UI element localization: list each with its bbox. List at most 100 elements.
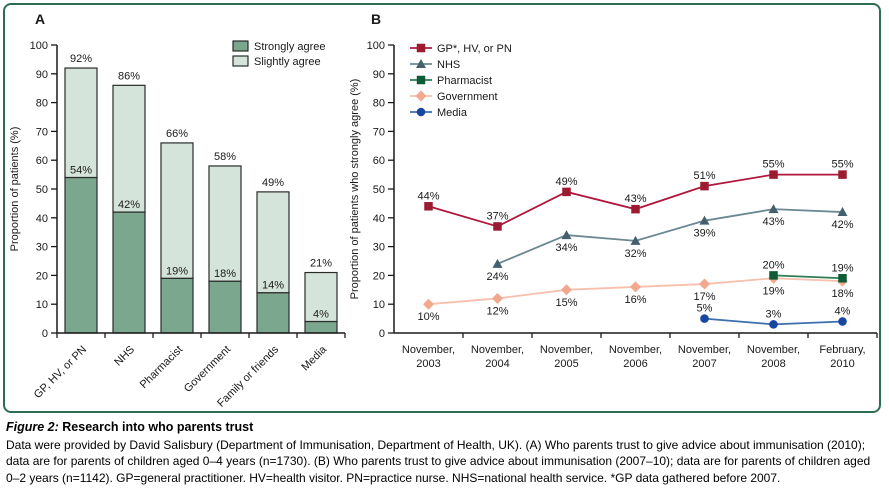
point-value-label: 49% xyxy=(555,176,577,188)
bar-segment-strongly-agree xyxy=(208,280,242,334)
bar-segment-slightly-agree xyxy=(256,191,290,294)
y-axis-tick-label: 0 xyxy=(42,328,48,340)
point-value-label: 44% xyxy=(417,190,439,202)
point-value-label: 19% xyxy=(831,262,853,274)
series-point xyxy=(423,298,434,310)
point-value-label: 42% xyxy=(831,219,853,231)
panel-a-chart: 54% 92% GP, HV, or PN 42% 86% NHS 19% 66% Pharma… xyxy=(9,40,346,410)
point-value-label: 17% xyxy=(693,291,715,303)
bar-segment-strongly-agree xyxy=(160,277,194,334)
panel-b-legend: GP*, HV, or PN NHS Pharmacist Government Med… xyxy=(410,43,512,119)
series-point xyxy=(700,314,709,323)
series-point xyxy=(424,202,433,211)
y-axis-tick-label: 50 xyxy=(373,184,385,196)
bar-total-value-label: 66% xyxy=(166,128,188,140)
x-axis-tick-label-line1: November, xyxy=(609,344,662,356)
bar-segment-slightly-agree xyxy=(64,67,98,179)
figure-box: 54% 92% GP, HV, or PN 42% 86% NHS 19% 66% Pharma… xyxy=(3,3,881,413)
series-point xyxy=(838,170,847,179)
series-point xyxy=(631,204,640,214)
series-point xyxy=(492,258,503,268)
bar-total-value-label: 86% xyxy=(118,70,140,82)
point-value-label: 34% xyxy=(555,242,577,254)
x-axis-category-label: Media xyxy=(299,343,329,373)
series-point xyxy=(630,235,641,245)
x-axis-category-label: NHS xyxy=(112,344,137,369)
x-axis-tick-label-line2: 2003 xyxy=(416,358,440,370)
bar-total-value-label: 21% xyxy=(310,258,332,270)
bar-strongly-value-label: 14% xyxy=(262,280,284,292)
bar-segment-slightly-agree xyxy=(208,165,242,282)
y-axis-tick-label: 20 xyxy=(373,270,385,282)
series-point xyxy=(837,207,848,217)
y-axis-tick-label: 40 xyxy=(373,213,385,225)
x-axis-tick-label-line2: 2005 xyxy=(554,358,578,370)
point-value-label: 32% xyxy=(624,248,646,260)
point-value-label: 55% xyxy=(831,159,853,171)
point-value-label: 12% xyxy=(486,305,508,317)
point-value-label: 20% xyxy=(762,259,784,271)
legend-label: Pharmacist xyxy=(437,75,492,87)
x-axis-tick-label-line2: 2006 xyxy=(623,358,647,370)
legend-marker xyxy=(416,43,426,53)
y-axis-tick-label: 90 xyxy=(373,69,385,81)
bar-segment-strongly-agree xyxy=(304,320,338,334)
x-axis-tick-label-line1: November, xyxy=(540,344,593,356)
y-axis-tick-label: 60 xyxy=(373,155,385,167)
x-axis-tick-label-line1: February, xyxy=(819,344,865,356)
bar-strongly-value-label: 42% xyxy=(118,199,140,211)
y-axis-tick-label: 40 xyxy=(36,213,48,225)
bar-strongly-value-label: 54% xyxy=(70,164,92,176)
point-value-label: 55% xyxy=(762,159,784,171)
bar-segment-strongly-agree xyxy=(64,176,98,334)
point-value-label: 39% xyxy=(693,228,715,240)
y-axis-tick-label: 70 xyxy=(373,126,385,138)
x-axis-category-label: GP, HV, or PN xyxy=(32,344,89,401)
bar-segment-strongly-agree xyxy=(112,211,146,334)
bar-total-value-label: 58% xyxy=(214,151,236,163)
y-axis-tick-label: 30 xyxy=(36,242,48,254)
point-value-label: 5% xyxy=(697,303,713,315)
legend-label: GP*, HV, or PN xyxy=(437,43,512,55)
series-point xyxy=(769,320,778,329)
point-value-label: 15% xyxy=(555,297,577,309)
caption-body: Data were provided by David Salisbury (D… xyxy=(6,437,871,485)
series-point xyxy=(562,187,571,197)
point-value-label: 37% xyxy=(486,210,508,222)
panel-b-letter: B xyxy=(371,11,382,27)
legend-label: Slightly agree xyxy=(254,56,321,68)
bar-segment-strongly-agree xyxy=(256,292,290,334)
point-value-label: 19% xyxy=(762,285,784,297)
series-point xyxy=(493,222,502,231)
y-axis-tick-label: 70 xyxy=(36,126,48,138)
bar-total-value-label: 92% xyxy=(70,53,92,65)
y-axis-tick-label: 80 xyxy=(36,98,48,110)
legend-label: Media xyxy=(437,107,468,119)
x-axis-tick-label-line2: 2008 xyxy=(761,358,785,370)
x-axis-tick-label-line2: 2004 xyxy=(485,358,509,370)
legend-swatch xyxy=(232,55,249,67)
series-point xyxy=(699,278,710,290)
x-axis-tick-label-line1: November, xyxy=(471,344,524,356)
y-axis-tick-label: 60 xyxy=(36,155,48,167)
bar-strongly-value-label: 4% xyxy=(313,308,329,320)
y-axis-title: Proportion of patients (%) xyxy=(9,127,21,252)
legend-marker xyxy=(415,90,427,102)
bar-segment-slightly-agree xyxy=(304,271,338,323)
bar-strongly-value-label: 18% xyxy=(214,268,236,280)
caption-title-text: Research into who parents trust xyxy=(62,420,254,434)
y-axis-title: Proportion of patients who strongly agre… xyxy=(349,79,361,300)
y-axis-tick-label: 80 xyxy=(373,98,385,110)
series-point xyxy=(838,274,847,283)
point-value-label: 18% xyxy=(831,288,853,300)
series-line xyxy=(497,208,843,265)
point-value-label: 43% xyxy=(762,216,784,228)
point-value-label: 10% xyxy=(417,311,439,323)
series-point xyxy=(700,181,709,191)
series-point xyxy=(769,170,778,179)
bar-segment-slightly-agree xyxy=(160,142,194,279)
x-axis-tick-label-line1: November, xyxy=(402,344,455,356)
legend-marker xyxy=(416,59,426,68)
series-point xyxy=(561,230,572,240)
series-point xyxy=(838,317,847,326)
